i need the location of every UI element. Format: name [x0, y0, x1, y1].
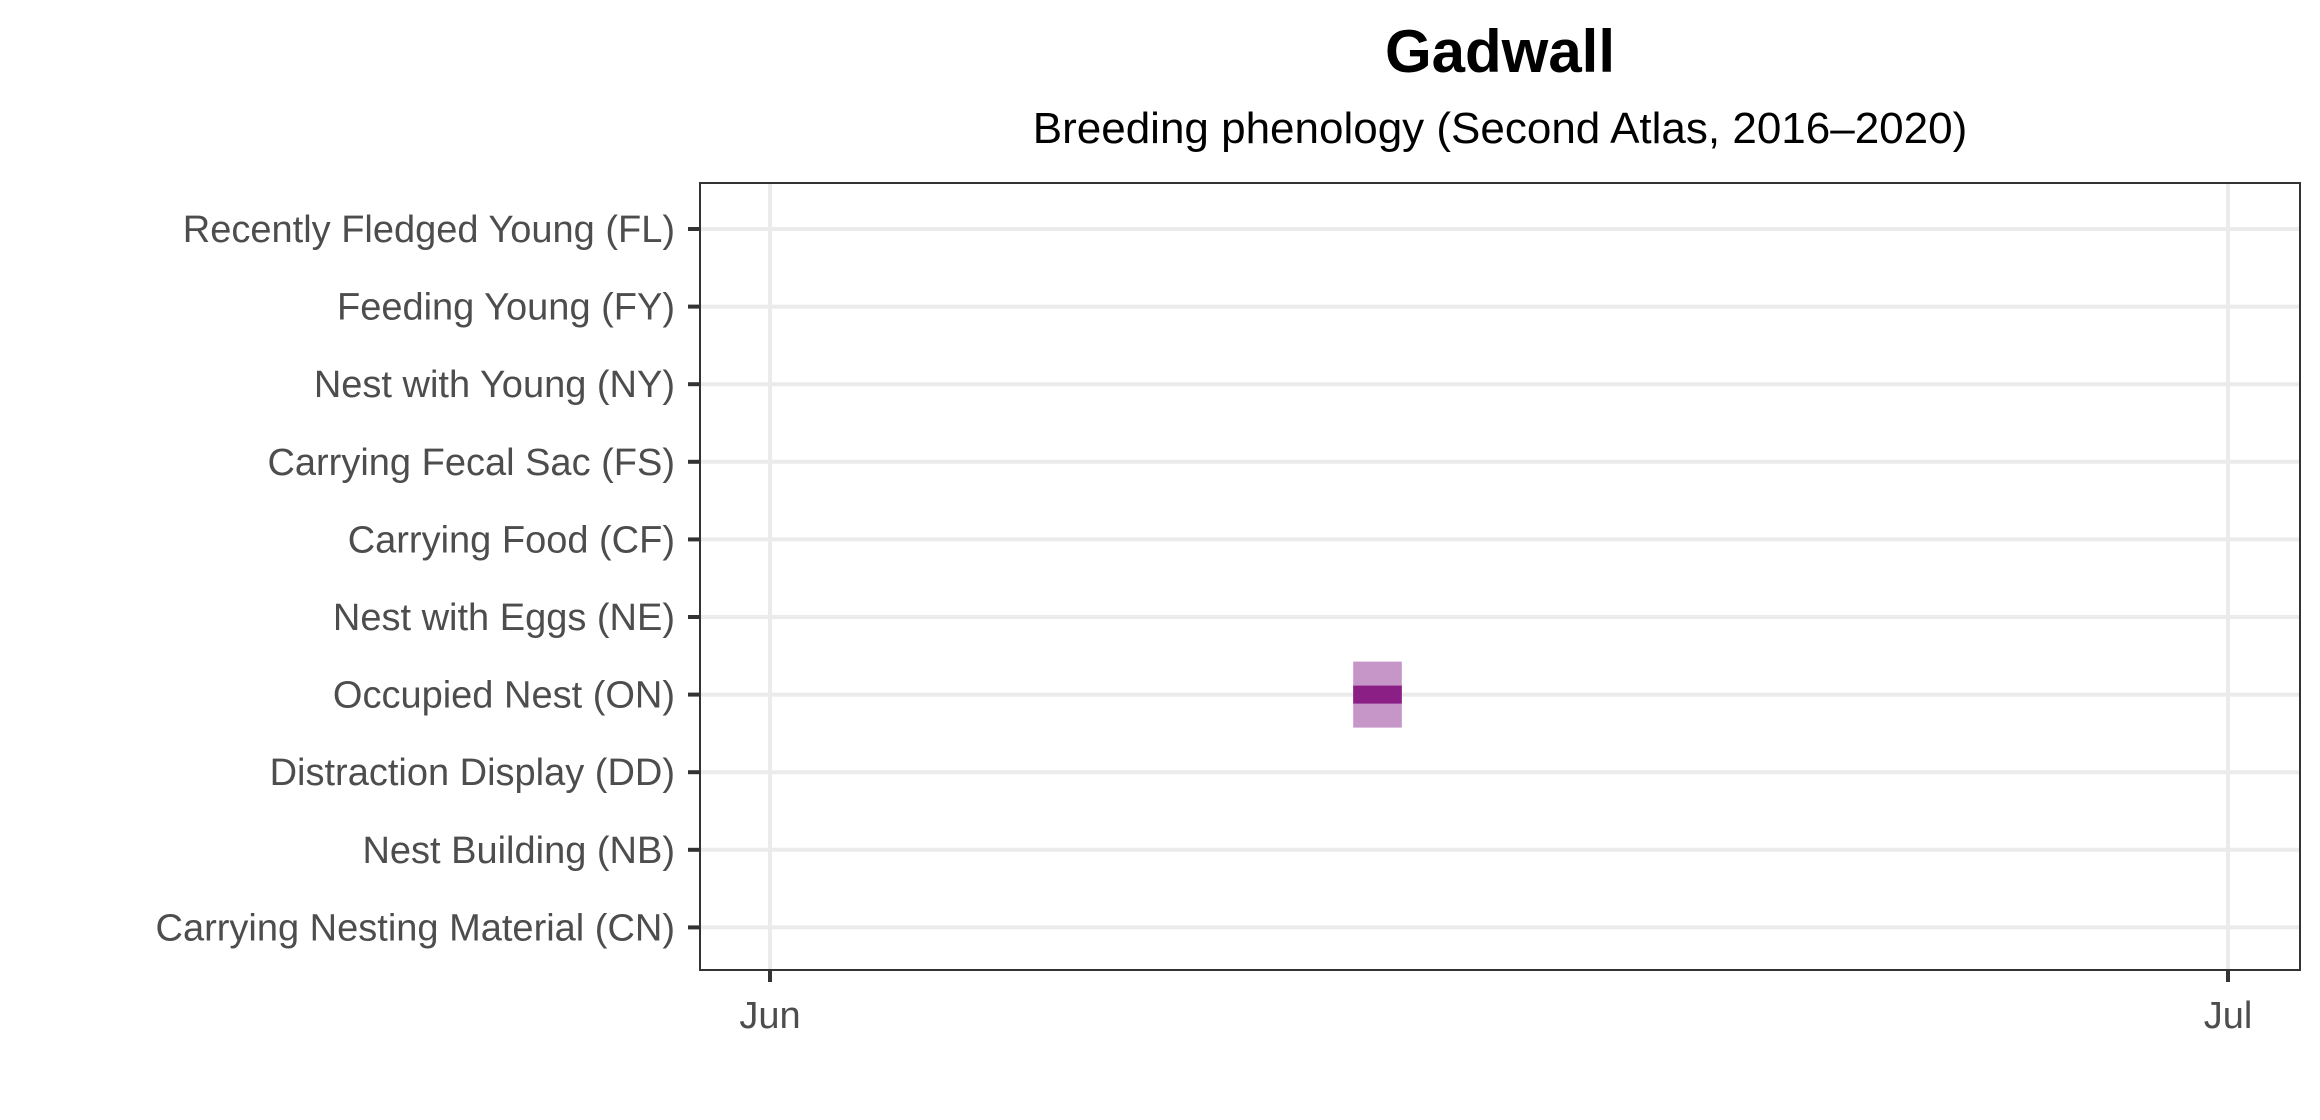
y-tick-label: Carrying Food (CF)	[348, 519, 675, 561]
y-tick-label: Nest Building (NB)	[362, 830, 675, 872]
y-tick-label: Recently Fledged Young (FL)	[183, 209, 675, 251]
plot-panel-border	[699, 182, 2301, 971]
y-tick-label: Nest with Eggs (NE)	[333, 597, 675, 639]
x-tick-label: Jul	[2204, 995, 2253, 1037]
y-tick-label: Carrying Fecal Sac (FS)	[267, 442, 675, 484]
gridlines	[700, 183, 2300, 970]
observation-marks	[1353, 661, 1402, 728]
y-axis: Recently Fledged Young (FL) Feeding Young…	[156, 209, 700, 949]
y-tick-label: Distraction Display (DD)	[270, 752, 675, 794]
y-tick-label: Nest with Young (NY)	[314, 364, 675, 406]
y-tick-label: Carrying Nesting Material (CN)	[156, 907, 675, 949]
chart-title: Gadwall	[1385, 18, 1615, 85]
observation-range-inner	[1353, 685, 1402, 704]
x-axis: Jun Jul	[739, 970, 2252, 1037]
y-tick-label: Occupied Nest (ON)	[333, 675, 675, 717]
chart-subtitle: Breeding phenology (Second Atlas, 2016–2…	[1033, 104, 1967, 153]
y-tick-label: Feeding Young (FY)	[337, 287, 675, 329]
x-tick-label: Jun	[739, 995, 800, 1037]
